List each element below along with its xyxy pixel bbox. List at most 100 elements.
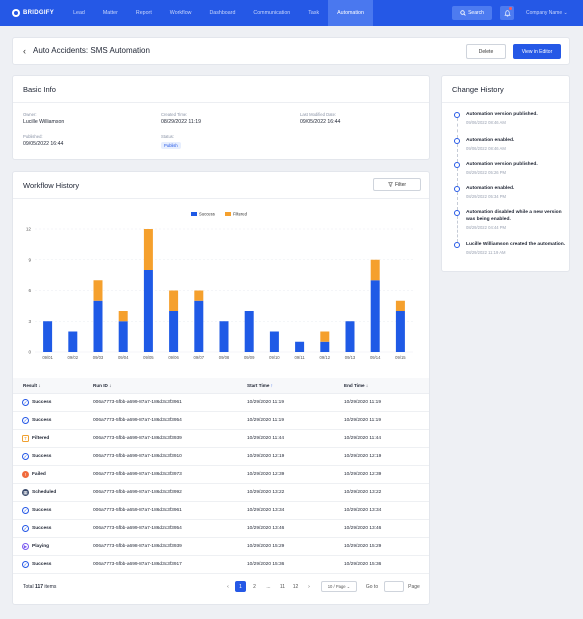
table-row[interactable]: ▦ Scheduled 006a7773-5fbb-a699-87a7-186d3c… bbox=[13, 484, 429, 502]
timeline-connector bbox=[457, 168, 458, 186]
legend-swatch-filtered bbox=[225, 212, 231, 216]
page-ellipsis[interactable]: ... bbox=[266, 583, 271, 590]
start-time-cell: 10/29/2020 13:46 bbox=[247, 526, 285, 531]
published-field: Published: 09/05/2022 16:44 bbox=[23, 134, 63, 147]
change-history-text: Automation version published. bbox=[466, 112, 538, 117]
run-id-cell: 006a7773-5fbb-a699-87a7-186d2c3f3954 bbox=[93, 526, 182, 531]
created-label: Created Time: bbox=[161, 112, 188, 117]
timeline-dot-icon bbox=[454, 210, 460, 216]
page-12[interactable]: 12 bbox=[292, 583, 299, 590]
timeline-connector bbox=[457, 144, 458, 162]
bar-success bbox=[43, 321, 53, 352]
run-id-cell: 006a7773-5fbb-a698-87a7-186d3c3f3939 bbox=[93, 544, 182, 549]
end-time-cell: 10/29/2020 11:19 bbox=[344, 418, 381, 423]
table-row[interactable]: ✓ Success 006a7773-5fbb-a659-87a7-186d3c3f… bbox=[13, 502, 429, 520]
end-time-cell: 10/29/2020 15:36 bbox=[344, 562, 382, 567]
company-menu[interactable]: Company Name ⌄ bbox=[526, 0, 568, 26]
nav-item-workflow[interactable]: Workflow bbox=[169, 10, 192, 16]
run-id-cell: 006a7773-5fbb-a699-87a7-186d3c3f3973 bbox=[93, 472, 182, 477]
logo-mark-icon bbox=[12, 9, 20, 17]
table-row[interactable]: ▶ Playing 006a7773-5fbb-a698-87a7-186d3c3f… bbox=[13, 538, 429, 556]
y-tick-label: 12 bbox=[26, 227, 32, 232]
change-history-item: Automation version published. 08/29/2022 … bbox=[466, 161, 566, 175]
table-row[interactable]: ✓ Success 006a7773-5fbb-a699-87a7-186d3c3f… bbox=[13, 412, 429, 430]
result-cell: Failed bbox=[32, 472, 46, 477]
table-row[interactable]: ! Failed 006a7773-5fbb-a699-87a7-186d3c3f3… bbox=[13, 466, 429, 484]
nav-item-matter[interactable]: Matter bbox=[102, 10, 118, 16]
change-history-date: 08/29/2022 11:19 AM bbox=[466, 250, 506, 256]
run-id-cell: 006a7773-5fbb-a699-87a7-186d3c3f3992 bbox=[93, 490, 182, 495]
goto-page-input[interactable] bbox=[384, 581, 404, 592]
start-time-cell: 10/29/2020 11:19 bbox=[247, 400, 284, 405]
nav-item-automation[interactable]: Automation bbox=[328, 0, 373, 26]
modified-label: Last Modified Date: bbox=[300, 112, 337, 117]
search-button[interactable]: Search bbox=[452, 6, 492, 20]
change-history-item: Automation version published. 09/06/2022 … bbox=[466, 111, 566, 125]
col-header-start-time[interactable]: Start Time ↑ bbox=[247, 383, 273, 388]
legend-label-filtered: Filtered bbox=[233, 212, 248, 217]
page-title: Auto Accidents: SMS Automation bbox=[33, 46, 150, 55]
table-row[interactable]: ✓ Success 006a7773-5fbb-a699-87a7-186d3c3f… bbox=[13, 556, 429, 574]
bar-success bbox=[370, 280, 380, 352]
change-history-item: Automation enabled. 08/29/2022 05:34 PM bbox=[466, 185, 566, 199]
x-tick-label: 09/03 bbox=[93, 355, 104, 360]
page-1[interactable]: 1 bbox=[235, 581, 246, 592]
start-time-cell: 10/29/2020 12:19 bbox=[247, 454, 285, 459]
brand-logo[interactable]: BRIDGIFY bbox=[12, 9, 54, 17]
table-row[interactable]: ✓ Success 006a7773-5fbb-a699-87a7-186d3c3f… bbox=[13, 394, 429, 412]
nav-item-lead[interactable]: Lead bbox=[73, 10, 85, 16]
check-circle-icon: ✓ bbox=[22, 453, 29, 460]
page-11[interactable]: 11 bbox=[279, 583, 286, 590]
run-id-cell: 006a7773-5fbb-a659-87a7-186d3c3f3961 bbox=[93, 508, 182, 513]
col-header-run-id[interactable]: Run ID ↓ bbox=[93, 383, 112, 388]
owner-value: Lucille Williamson bbox=[23, 119, 65, 125]
published-value: 09/05/2022 16:44 bbox=[23, 141, 64, 147]
prev-page-icon[interactable]: ‹ bbox=[227, 583, 229, 590]
filter-button[interactable]: Filter bbox=[373, 178, 421, 191]
change-history-date: 09/06/2022 08:46 AM bbox=[466, 146, 506, 152]
result-cell: Scheduled bbox=[32, 490, 57, 495]
total-suffix: items bbox=[44, 584, 57, 590]
timeline-dot-icon bbox=[454, 162, 460, 168]
bar-filtered bbox=[93, 280, 103, 301]
notifications-button[interactable] bbox=[500, 6, 514, 20]
nav-item-task[interactable]: Task bbox=[308, 10, 320, 16]
modified-value: 09/05/2022 16:44 bbox=[300, 119, 341, 125]
nav-item-report[interactable]: Report bbox=[135, 10, 152, 16]
change-history-text: Automation enabled. bbox=[466, 138, 515, 143]
goto-label: Go to bbox=[365, 583, 379, 590]
back-arrow-icon[interactable]: ‹ bbox=[23, 46, 26, 56]
x-tick-label: 09/08 bbox=[219, 355, 230, 360]
table-row[interactable]: T Filtered 006a7773-5fbb-a699-87a7-186d3c3… bbox=[13, 430, 429, 448]
change-history-text: Lucille Williamson created the automatio… bbox=[466, 242, 566, 247]
workflow-history-card: Workflow History Filter 0 3 6 9 12 Success Fil… bbox=[12, 171, 430, 605]
change-history-text: Automation version published. bbox=[466, 162, 538, 167]
bar-success bbox=[93, 300, 103, 352]
workflow-history-chart: 0 3 6 9 12 Success Filtered 09/01 09/02 09/03 09/0… bbox=[26, 212, 413, 360]
modified-field: Last Modified Date: 09/05/2022 16:44 bbox=[300, 112, 340, 125]
x-tick-label: 09/05 bbox=[143, 355, 154, 360]
status-field: Status: Publish bbox=[161, 134, 181, 149]
table-row[interactable]: ✓ Success 006a7773-5fbb-a699-87a7-186d2c3f… bbox=[13, 520, 429, 538]
page-size-select[interactable]: 10 / Page ⌄ bbox=[321, 581, 357, 592]
page-2[interactable]: 2 bbox=[253, 583, 256, 590]
x-tick-label: 09/15 bbox=[395, 355, 406, 360]
search-label: Search bbox=[468, 10, 484, 16]
result-cell: Filtered bbox=[32, 436, 50, 441]
col-header-result[interactable]: Result ↓ bbox=[23, 383, 41, 388]
nav-item-dashboard[interactable]: Dashboard bbox=[209, 10, 236, 16]
timeline-dot-icon bbox=[454, 112, 460, 118]
nav-item-communication[interactable]: Communication bbox=[253, 10, 291, 16]
owner-field: Owner: Lucille Williamson bbox=[23, 112, 64, 125]
view-in-editor-button[interactable]: View in Editor bbox=[513, 44, 561, 59]
next-page-icon[interactable]: › bbox=[308, 583, 310, 590]
result-cell: Playing bbox=[32, 544, 50, 549]
x-tick-label: 09/09 bbox=[244, 355, 255, 360]
delete-button[interactable]: Delete bbox=[466, 44, 506, 59]
x-tick-label: 09/12 bbox=[320, 355, 331, 360]
check-circle-icon: ✓ bbox=[22, 525, 29, 532]
col-header-end-time[interactable]: End Time ↓ bbox=[344, 383, 369, 388]
created-value: 08/29/2022 11:19 bbox=[161, 119, 201, 125]
x-tick-label: 09/06 bbox=[168, 355, 179, 360]
table-row[interactable]: ✓ Success 006a7773-5fbb-a699-87a7-186d3c3f… bbox=[13, 448, 429, 466]
